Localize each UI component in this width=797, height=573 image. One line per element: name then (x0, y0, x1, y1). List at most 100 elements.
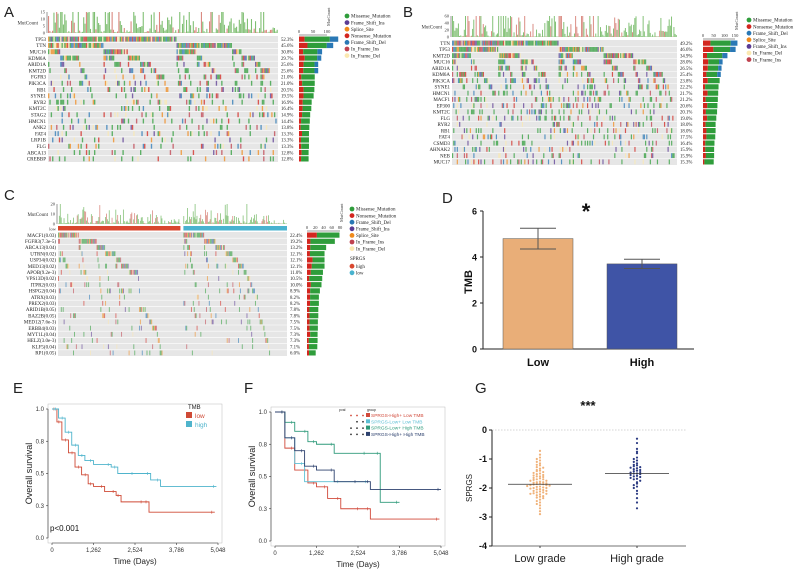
mutation-cell (261, 68, 264, 74)
side-bar-nonsense (307, 232, 317, 238)
mutation-cell (72, 124, 74, 130)
mutation-cell (238, 118, 241, 124)
mutcount-bar (206, 212, 208, 224)
mutation-cell (202, 106, 204, 111)
mutation-cell (153, 131, 155, 137)
mutcount-bar (543, 36, 545, 37)
side-bar-missense (303, 61, 315, 67)
mutation-cell (553, 134, 556, 140)
side-bar-missense (704, 159, 714, 165)
mutation-cell (135, 269, 137, 275)
mutcount-bar (223, 223, 225, 224)
mutation-cell (251, 331, 253, 337)
data-point (529, 479, 532, 482)
mutation-cell (60, 93, 62, 99)
legend-swatch (746, 50, 752, 56)
mutation-cell (226, 131, 228, 137)
gene-name: KMT2D (29, 69, 47, 74)
gene-percent: 12.1% (290, 259, 302, 264)
mutation-cell (184, 269, 186, 275)
legend-swatch (746, 37, 752, 43)
mutation-cell (256, 61, 258, 67)
mutation-cell (660, 90, 662, 96)
mutation-cell (468, 46, 470, 52)
mutation-cell (217, 245, 219, 250)
mutation-cell (118, 49, 120, 55)
mutation-cell (469, 40, 471, 46)
mutation-cell (96, 124, 99, 130)
mutcount-bar (623, 30, 625, 37)
side-bar-nonsense (299, 105, 303, 112)
mutation-cell (145, 61, 147, 67)
mutation-cell (591, 46, 593, 52)
mutation-cell (620, 121, 622, 127)
gene-percent: 21.7% (680, 92, 692, 97)
gene-percent: 14.4% (281, 120, 293, 125)
side-bar-missense (307, 42, 327, 49)
data-point (632, 465, 635, 468)
gene-name: FAT4 (439, 136, 451, 141)
mutcount-bar (456, 28, 458, 37)
mutation-cell (157, 99, 159, 105)
mutation-cell (560, 59, 563, 65)
mutation-cell (183, 245, 185, 250)
mutcount-bar (98, 23, 100, 33)
mutation-cell (540, 90, 542, 96)
mutation-cell (145, 112, 147, 118)
mutation-cell (249, 55, 251, 61)
side-tick: 100 (324, 29, 332, 34)
mutation-cell (217, 263, 219, 269)
mutation-cell (234, 87, 237, 92)
gene-percent: 25.6% (281, 69, 293, 74)
mutation-cell (84, 36, 86, 42)
mutcount-bar (531, 36, 533, 37)
mutcount-bar (483, 27, 485, 37)
mutation-cell (206, 257, 208, 263)
mutcount-bar (218, 221, 220, 224)
mutation-cell (247, 319, 249, 325)
mutation-cell (524, 65, 526, 71)
mutcount-bar (111, 12, 113, 33)
mutation-cell (121, 263, 123, 269)
data-point (545, 492, 548, 495)
mutation-cell (133, 131, 135, 137)
mutcount-bar (564, 33, 566, 37)
mutation-cell (559, 59, 561, 65)
mutation-cell (475, 146, 477, 152)
mutation-cell (545, 103, 547, 109)
mutation-cell (261, 106, 264, 111)
mutation-cell (90, 325, 91, 331)
mutation-cell (111, 251, 113, 257)
mutcount-bar (278, 222, 280, 224)
mutation-cell (125, 36, 127, 42)
mutation-cell (604, 59, 606, 65)
mutcount-bar (263, 215, 265, 224)
mutation-cell (480, 115, 482, 121)
mutation-cell (222, 99, 224, 105)
mutation-cell (257, 61, 260, 67)
mutation-cell (659, 103, 661, 109)
mutation-cell (637, 84, 640, 90)
gene-percent: 22.4% (290, 234, 302, 239)
side-bar-missense (303, 49, 318, 55)
mutation-cell (191, 93, 193, 99)
side-bar-nonsense (307, 282, 311, 288)
mutation-cell (56, 124, 58, 130)
mutation-cell (100, 307, 102, 312)
mutcount-bar (462, 35, 464, 37)
mutation-cell (104, 313, 106, 319)
mutation-cell (640, 103, 642, 109)
mutation-cell (582, 90, 584, 96)
legend-label: Frame_Shift_Del (356, 221, 391, 226)
mutation-cell (134, 269, 136, 275)
mutcount-bar (217, 29, 219, 33)
mutation-cell (69, 124, 71, 130)
mutcount-bar (225, 215, 227, 224)
mutation-cell (521, 134, 524, 140)
mutation-cell (539, 109, 541, 115)
mutation-cell (666, 103, 668, 109)
mutation-cell (475, 128, 477, 134)
mutcount-bar (90, 222, 91, 224)
mutation-cell (623, 53, 625, 59)
